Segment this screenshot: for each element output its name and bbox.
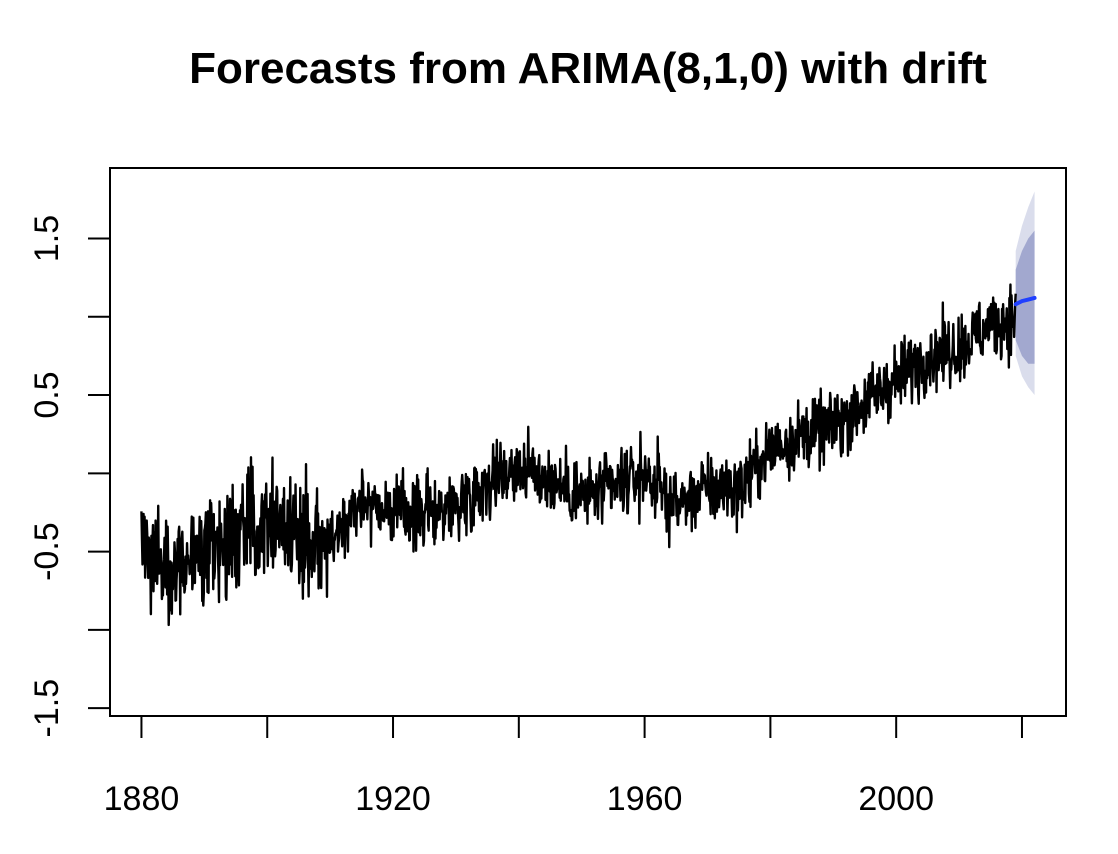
x-tick-label: 2000	[858, 780, 934, 818]
x-tick-label: 1880	[104, 780, 180, 818]
y-tick-label: 1.5	[28, 215, 66, 262]
x-tick-label: 1960	[607, 780, 683, 818]
forecast-series-line	[1013, 295, 1037, 307]
y-tick-label: -0.5	[28, 522, 66, 581]
x-tick-label: 1920	[355, 780, 431, 818]
x-axis: 1880 1920 1960 2000	[104, 715, 1023, 818]
observed-series-line	[140, 283, 1017, 627]
chart-title: Forecasts from ARIMA(8,1,0) with drift	[189, 44, 987, 93]
y-tick-label: -1.5	[28, 679, 66, 738]
y-axis: -1.5 -0.5 0.5 1.5	[28, 215, 111, 738]
prediction-band-80	[1015, 230, 1035, 364]
y-tick-label: 0.5	[28, 371, 66, 418]
plot-frame	[109, 167, 1067, 717]
prediction-intervals	[1015, 191, 1035, 396]
